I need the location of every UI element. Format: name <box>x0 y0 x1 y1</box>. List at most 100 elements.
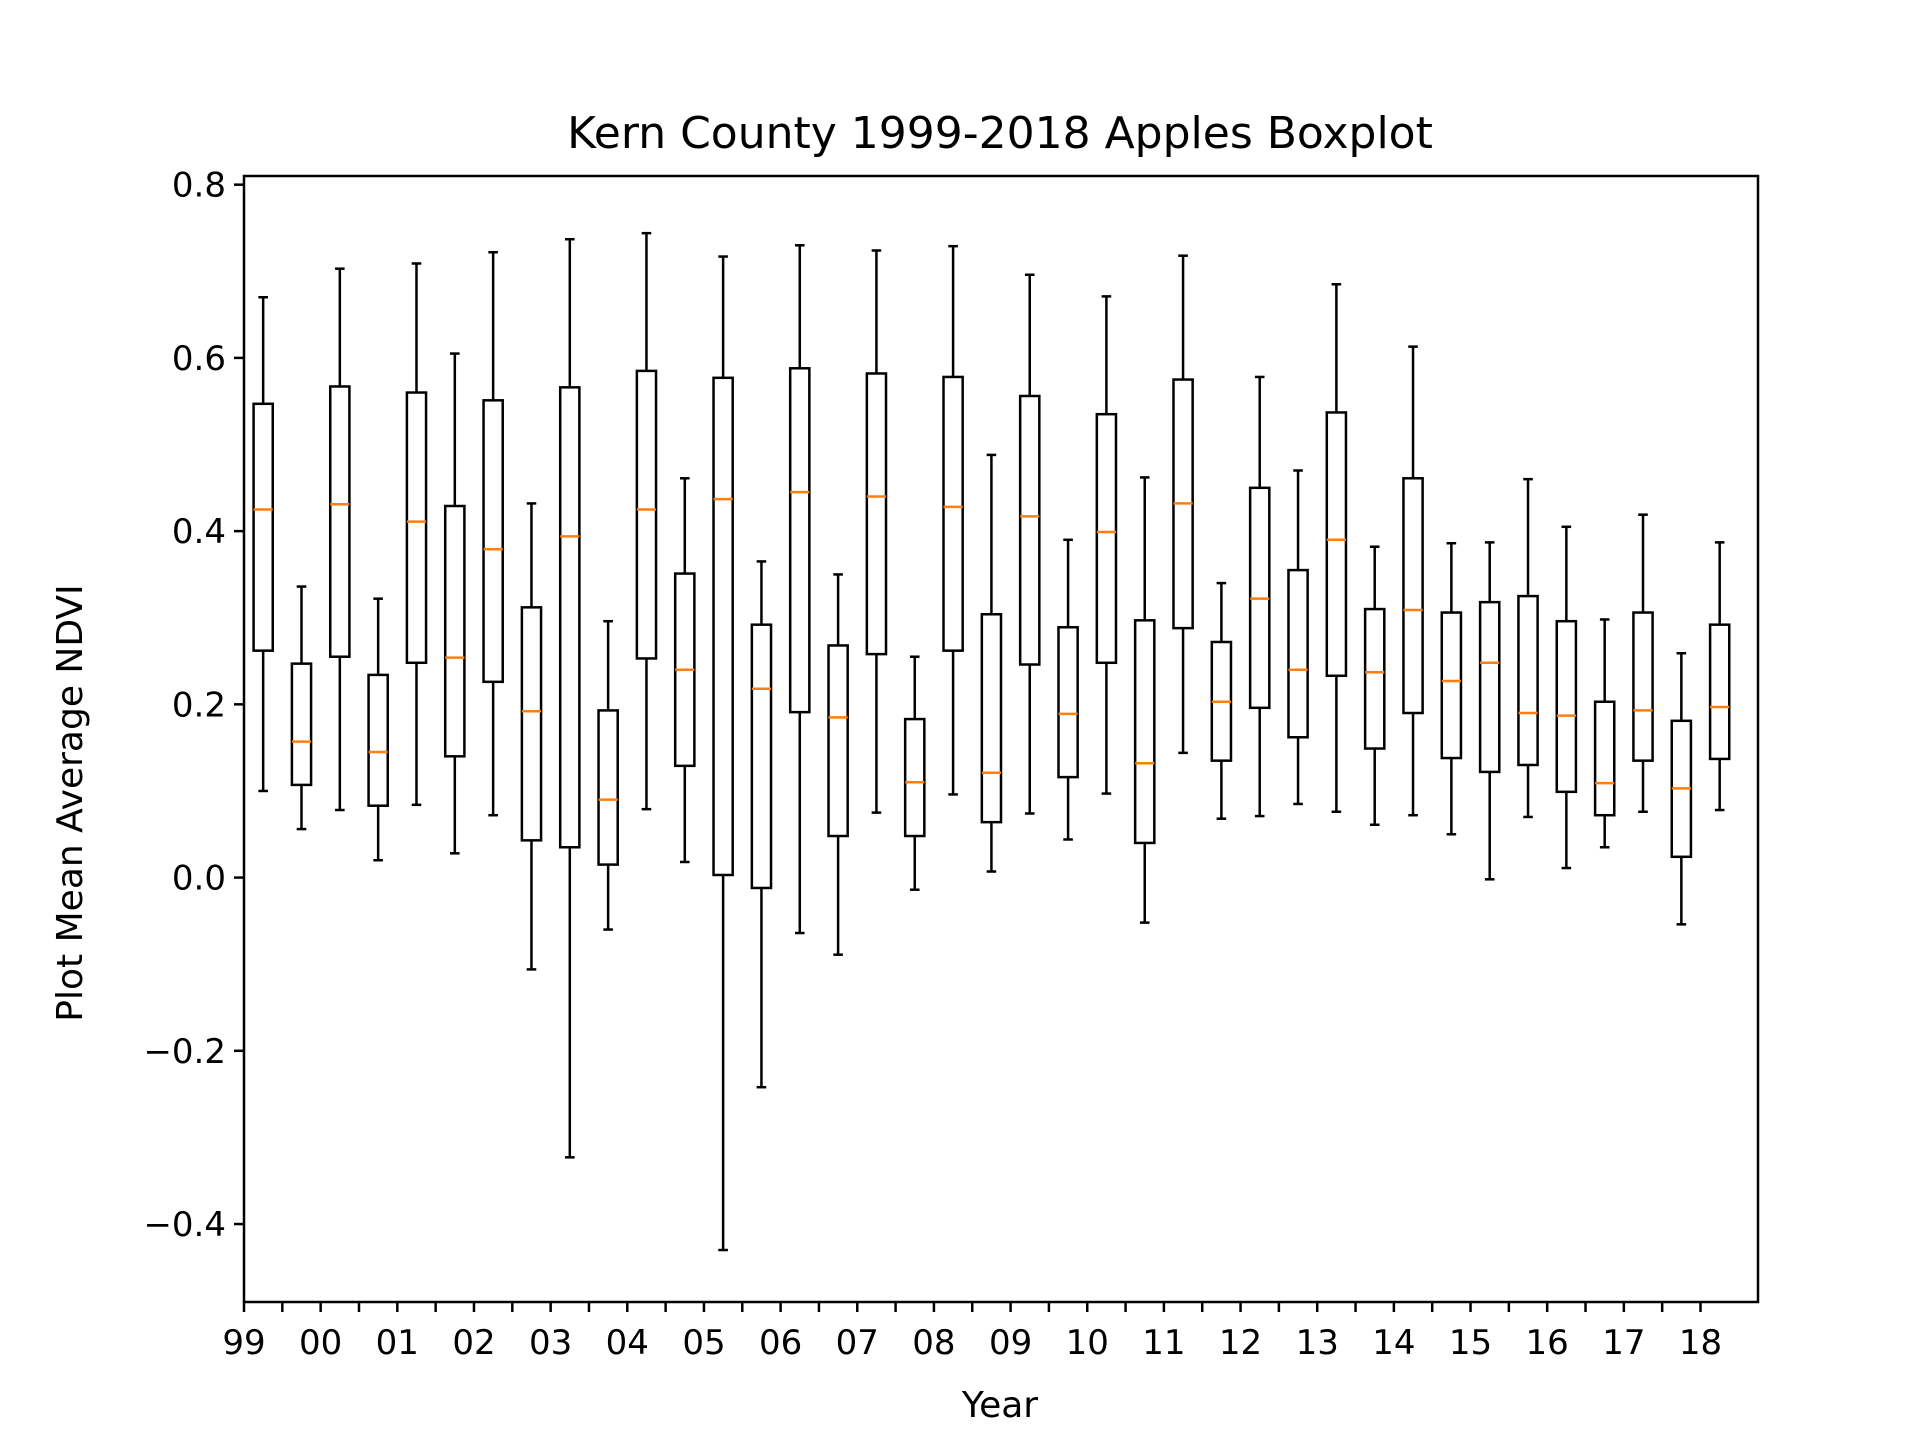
iqr-box <box>597 709 619 866</box>
chart-title: Kern County 1999-2018 Apples Boxplot <box>567 108 1433 159</box>
box-31 <box>1440 541 1463 836</box>
y-tick-label: 0.4 <box>172 512 226 552</box>
iqr-box <box>1363 607 1386 750</box>
iqr-box <box>865 372 888 656</box>
box-2 <box>328 267 351 812</box>
box-7 <box>520 502 543 971</box>
box-32 <box>1478 541 1501 881</box>
box-24 <box>1172 254 1194 755</box>
iqr-box <box>443 504 466 758</box>
box-1 <box>290 585 313 831</box>
box-4 <box>405 262 428 807</box>
y-tick-label: 0.0 <box>172 859 226 899</box>
y-tick-label: −0.4 <box>143 1205 226 1245</box>
iqr-box <box>290 662 313 787</box>
y-tick-label: 0.8 <box>172 166 226 206</box>
x-axis-ticks: 99 00 01 02 03 04 05 06 07 08 09 10 11 12 13 14 15 16 17 18 <box>222 1302 1722 1363</box>
iqr-box <box>827 644 849 838</box>
box-8 <box>558 237 581 1159</box>
iqr-box <box>252 402 274 652</box>
box-20 <box>1018 273 1041 815</box>
box-23 <box>1133 476 1156 924</box>
box-10 <box>635 231 658 811</box>
iqr-box <box>903 717 926 838</box>
iqr-box <box>1095 412 1118 665</box>
iqr-box <box>980 613 1003 824</box>
x-tick-label: 18 <box>1679 1323 1722 1363</box>
box-11 <box>673 477 696 864</box>
iqr-box <box>750 623 773 890</box>
y-tick-label: −0.2 <box>143 1032 226 1072</box>
x-tick-label: 11 <box>1142 1323 1185 1363</box>
iqr-box <box>1478 600 1501 774</box>
iqr-box <box>405 391 428 665</box>
x-tick-label: 00 <box>299 1323 342 1363</box>
box-14 <box>788 244 811 935</box>
x-tick-label: 04 <box>606 1323 649 1363</box>
x-axis-label: Year <box>961 1385 1038 1426</box>
box-33 <box>1517 477 1539 819</box>
box-9 <box>597 619 619 931</box>
box-6 <box>482 250 504 817</box>
box-22 <box>1095 295 1118 795</box>
x-tick-label: 12 <box>1219 1323 1262 1363</box>
x-tick-label: 01 <box>376 1323 419 1363</box>
box-18 <box>942 244 964 796</box>
boxes-layer <box>252 231 1731 1252</box>
iqr-box <box>1593 700 1616 817</box>
box-35 <box>1593 618 1616 849</box>
iqr-box <box>1133 619 1156 845</box>
iqr-box <box>712 376 734 877</box>
x-tick-label: 16 <box>1526 1323 1569 1363</box>
x-tick-label: 05 <box>682 1323 725 1363</box>
iqr-box <box>558 386 581 849</box>
x-tick-label: 15 <box>1449 1323 1492 1363</box>
box-17 <box>903 655 926 891</box>
iqr-box <box>367 673 389 807</box>
x-tick-label: 07 <box>836 1323 879 1363</box>
iqr-box <box>1440 611 1463 760</box>
iqr-box <box>1632 611 1654 762</box>
iqr-box <box>942 375 964 652</box>
iqr-box <box>1325 411 1348 678</box>
x-tick-label: 03 <box>529 1323 572 1363</box>
x-tick-label: 13 <box>1296 1323 1339 1363</box>
x-tick-label: 10 <box>1066 1323 1109 1363</box>
plot-area-frame <box>242 174 1760 1304</box>
box-3 <box>367 597 389 862</box>
iqr-box <box>788 367 811 714</box>
iqr-box <box>1517 594 1539 767</box>
box-12 <box>712 255 734 1252</box>
box-15 <box>827 573 849 956</box>
box-34 <box>1555 525 1578 870</box>
y-axis-ticks: −0.4 −0.2 0.0 0.2 0.4 0.6 0.8 <box>143 166 244 1245</box>
x-tick-label: 08 <box>912 1323 955 1363</box>
y-tick-label: 0.2 <box>172 685 226 725</box>
iqr-box <box>1287 568 1309 739</box>
box-37 <box>1670 652 1693 926</box>
box-26 <box>1248 375 1271 818</box>
iqr-box <box>482 399 504 684</box>
box-38 <box>1708 541 1731 812</box>
box-13 <box>750 560 773 1089</box>
iqr-box <box>1708 623 1731 761</box>
box-30 <box>1402 345 1424 817</box>
box-21 <box>1057 538 1079 841</box>
x-tick-label: 09 <box>989 1323 1032 1363</box>
y-axis-label: Plot Mean Average NDVI <box>50 584 91 1021</box>
box-25 <box>1210 581 1233 820</box>
x-tick-label: 99 <box>222 1323 265 1363</box>
x-tick-label: 02 <box>452 1323 495 1363</box>
iqr-box <box>1555 619 1578 794</box>
x-tick-label: 14 <box>1372 1323 1415 1363</box>
iqr-box <box>1018 394 1041 666</box>
iqr-box <box>1402 477 1424 715</box>
box-16 <box>865 249 888 814</box>
iqr-box <box>520 606 543 842</box>
x-tick-label: 06 <box>759 1323 802 1363</box>
y-tick-label: 0.6 <box>172 339 226 379</box>
iqr-box <box>635 369 658 660</box>
box-27 <box>1287 469 1309 806</box>
